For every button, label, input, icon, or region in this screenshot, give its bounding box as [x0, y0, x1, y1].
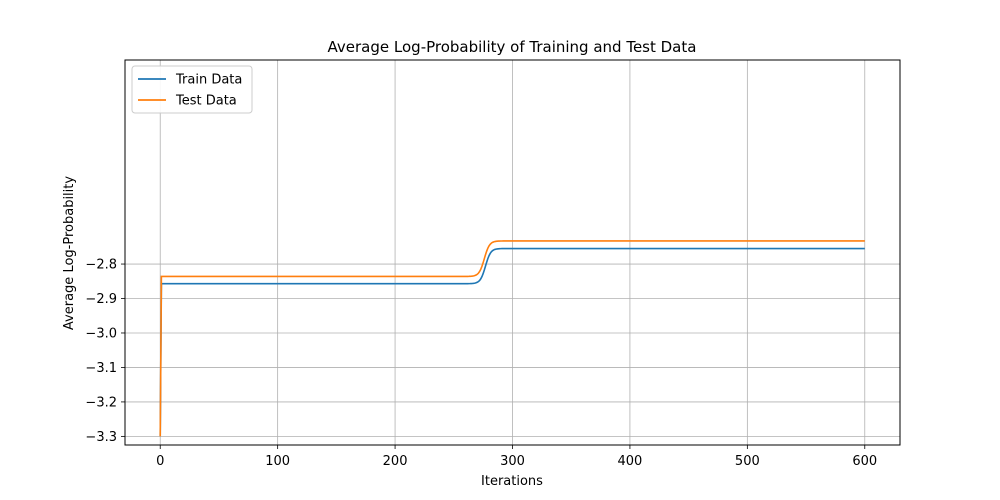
y-tick-label: −3.0 [85, 326, 117, 341]
x-tick-label: 600 [852, 454, 877, 469]
y-tick-label: −2.8 [85, 258, 117, 273]
x-tick-label: 0 [156, 454, 164, 469]
x-axis-label: Iterations [481, 474, 543, 489]
x-tick-label: 300 [500, 454, 525, 469]
y-axis-label: Average Log-Probability [62, 176, 77, 330]
y-tick-label: −3.2 [85, 395, 117, 410]
legend: Train Data Test Data [132, 66, 252, 113]
x-tick-label: 200 [383, 454, 408, 469]
chart-title: Average Log-Probability of Training and … [328, 38, 697, 56]
y-tick-label: −3.3 [85, 430, 117, 445]
x-tick-label: 100 [265, 454, 290, 469]
legend-label: Test Data [175, 94, 237, 109]
legend-label: Train Data [175, 73, 242, 88]
x-tick-label: 400 [618, 454, 643, 469]
y-tick-label: −3.1 [85, 361, 117, 376]
x-tick-label: 500 [735, 454, 760, 469]
y-tick-label: −2.9 [85, 292, 117, 307]
